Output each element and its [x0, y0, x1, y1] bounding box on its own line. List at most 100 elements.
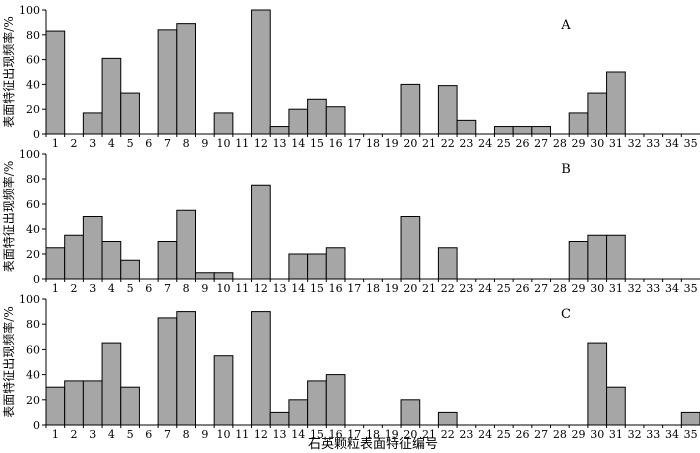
x-tick-label: 1	[52, 137, 59, 150]
x-tick-label: 19	[385, 282, 399, 295]
x-tick-label: 9	[201, 428, 208, 441]
x-tick-label: 13	[273, 282, 287, 295]
bar-C-14	[288, 399, 309, 426]
x-tick-label: 34	[665, 428, 679, 441]
bar-A-7	[157, 29, 178, 135]
x-tick-label: 10	[217, 282, 231, 295]
x-tick-label: 20	[403, 282, 417, 295]
x-tick-label: 19	[385, 428, 399, 441]
x-tick-label: 30	[590, 428, 604, 441]
x-tick-label: 19	[385, 137, 399, 150]
x-tick-label: 5	[127, 137, 134, 150]
x-tick-label: 26	[515, 428, 529, 441]
x-tick-label: 15	[310, 137, 324, 150]
x-tick-label: 30	[590, 137, 604, 150]
x-tick-label: 8	[183, 428, 190, 441]
x-tick-label: 12	[254, 137, 268, 150]
bar-A-22	[437, 85, 458, 135]
x-tick-label: 13	[273, 137, 287, 150]
x-tick-label: 26	[515, 282, 529, 295]
x-tick-label: 21	[422, 428, 436, 441]
bar-C-1	[45, 386, 66, 426]
bar-C-8	[176, 311, 196, 426]
x-tick-label: 9	[201, 137, 208, 150]
x-tick-label: 8	[183, 282, 190, 295]
y-tick-label: 100	[19, 148, 40, 161]
x-tick-label: 15	[310, 282, 324, 295]
y-tick-label: 40	[26, 369, 40, 382]
y-axis-label: 表面特征出现频率/%	[1, 16, 16, 127]
x-tick-label: 25	[497, 428, 511, 441]
x-tick-label: 30	[590, 282, 604, 295]
x-tick-label: 5	[127, 428, 134, 441]
x-tick-label: 17	[347, 137, 361, 150]
bar-C-2	[64, 380, 84, 426]
bar-B-14	[288, 253, 309, 280]
bar-A-12	[251, 9, 271, 135]
x-tick-label: 16	[329, 137, 343, 150]
x-tick-label: 24	[478, 282, 492, 295]
y-tick-label: 40	[26, 78, 40, 91]
x-tick-label: 6	[145, 137, 152, 150]
x-tick-label: 10	[217, 137, 231, 150]
x-tick-label: 14	[291, 137, 305, 150]
y-tick-label: 0	[33, 419, 40, 432]
x-tick-label: 33	[646, 282, 660, 295]
x-tick-label: 15	[310, 428, 324, 441]
x-tick-label: 10	[217, 428, 231, 441]
bar-C-12	[251, 311, 271, 426]
y-axis-label: 表面特征出现频率/%	[1, 161, 16, 272]
bar-B-4	[101, 241, 122, 280]
bar-B-30	[587, 234, 608, 280]
y-tick-label: 20	[26, 248, 40, 261]
y-tick-label: 0	[33, 273, 40, 286]
x-tick-label: 1	[52, 282, 59, 295]
y-tick-label: 20	[26, 103, 40, 116]
x-tick-label: 31	[609, 137, 623, 150]
x-tick-label: 3	[89, 137, 96, 150]
x-tick-label: 12	[254, 282, 268, 295]
x-tick-label: 11	[235, 137, 249, 150]
x-tick-label: 18	[366, 137, 380, 150]
bar-A-26	[512, 126, 533, 135]
bar-B-12	[251, 184, 271, 280]
bar-A-14	[288, 108, 309, 135]
x-tick-label: 17	[347, 428, 361, 441]
x-tick-label: 4	[108, 282, 115, 295]
bar-A-15	[307, 98, 327, 135]
x-tick-label: 22	[441, 428, 455, 441]
x-tick-label: 13	[273, 428, 287, 441]
x-tick-label: 22	[441, 282, 455, 295]
bar-A-23	[456, 119, 477, 135]
x-tick-label: 29	[572, 428, 586, 441]
x-tick-label: 12	[254, 428, 268, 441]
x-tick-label: 35	[684, 282, 698, 295]
x-tick-label: 6	[145, 428, 152, 441]
x-tick-label: 28	[553, 428, 567, 441]
bar-B-1	[45, 247, 66, 280]
bar-C-15	[307, 380, 327, 426]
x-tick-label: 18	[366, 282, 380, 295]
y-tick-label: 80	[26, 173, 40, 186]
y-tick-label: 80	[26, 318, 40, 331]
x-tick-label: 20	[403, 137, 417, 150]
bar-C-10	[213, 355, 234, 426]
x-tick-label: 2	[71, 282, 78, 295]
x-tick-label: 27	[534, 137, 548, 150]
bar-B-22	[437, 247, 458, 280]
bar-C-5	[120, 386, 140, 426]
x-tick-label: 23	[459, 428, 473, 441]
y-tick-label: 100	[19, 4, 40, 17]
x-tick-label: 23	[459, 282, 473, 295]
x-tick-label: 35	[684, 428, 698, 441]
x-tick-label: 22	[441, 137, 455, 150]
x-tick-label: 4	[108, 137, 115, 150]
x-tick-label: 21	[422, 137, 436, 150]
bar-C-31	[606, 386, 626, 426]
bar-B-15	[307, 253, 327, 280]
bar-B-29	[568, 241, 589, 280]
bar-C-7	[157, 317, 178, 426]
x-tick-label: 34	[665, 282, 679, 295]
